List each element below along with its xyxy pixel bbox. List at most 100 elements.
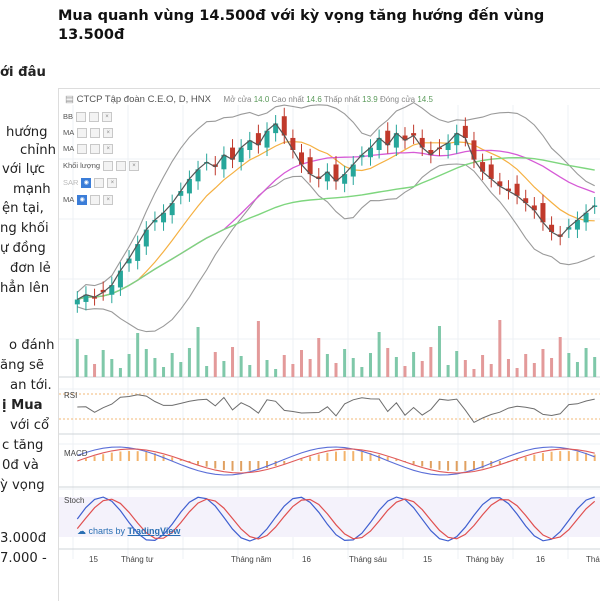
volume-bar [550,358,554,377]
rsi-label: RSI [64,391,78,400]
candle-body [290,137,296,150]
candle-body [74,299,80,305]
macd-signal-line [77,448,595,474]
indicator-volume[interactable]: Khối lượng × [63,161,140,172]
candle-body [514,183,520,196]
close-icon[interactable]: × [102,112,113,123]
rsi-line [77,394,595,424]
stoch-label: Stoch [64,496,85,505]
x-tick-label: 16 [536,555,545,564]
settings-icon[interactable] [116,161,127,172]
indicator-ma-2[interactable]: MA × [63,144,114,155]
volume-bar [524,354,528,377]
stoch-k-line [76,496,595,542]
volume-bar [144,349,148,377]
stock-chart[interactable]: ▤ CTCP Tập đoàn C.E.O, D, HNX Mở cửa 14.… [58,88,600,601]
x-tick-label: Thá [586,555,600,564]
volume-bar [481,355,485,377]
volume-bar [101,350,105,377]
volume-bar [437,326,441,377]
settings-icon[interactable] [89,112,100,123]
eye-icon[interactable] [103,161,114,172]
x-tick-label: Tháng bảy [466,555,504,564]
x-tick-label: Tháng năm [231,555,272,564]
candle-body [333,164,339,182]
article-text-line: ng khối [0,221,49,236]
volume-bar [256,321,260,377]
volume-bar [377,332,381,377]
indicator-sar[interactable]: SAR ◉ × [63,178,118,189]
volume-bar [472,369,476,377]
candle-body [454,133,460,146]
candle-body [574,219,580,230]
eye-icon[interactable] [77,144,88,155]
volume-bar [84,355,88,377]
close-icon[interactable]: × [129,161,140,172]
volume-bar [179,362,183,377]
volume-bar [532,363,536,377]
eye-icon[interactable] [76,112,87,123]
candle-body [402,135,408,141]
tradingview-watermark[interactable]: ☁ charts by TradingView [77,526,181,536]
volume-bar [127,354,131,377]
settings-icon[interactable] [90,195,101,206]
close-icon[interactable]: × [107,178,118,189]
indicator-ma-1[interactable]: MA × [63,128,114,139]
chart-header: ▤ CTCP Tập đoàn C.E.O, D, HNX Mở cửa 14.… [65,94,433,105]
candle-body [471,140,477,160]
volume-bar [93,364,97,377]
chart-menu-icon[interactable]: ▤ [65,94,77,105]
volume-bar [334,363,338,377]
candle-body [393,133,399,148]
settings-icon[interactable] [94,178,105,189]
article-text-line: ị Mua [2,398,43,413]
close-icon[interactable]: × [103,195,114,206]
candle-body [428,150,434,155]
candle-body [117,270,123,288]
volume-bar [170,353,174,377]
candle-body [583,212,589,223]
candle-body [324,171,330,182]
volume-bar [231,347,235,377]
volume-bar [300,350,304,377]
eye-icon[interactable]: ◉ [77,195,88,206]
article-text-line: 0đ và [2,458,39,473]
candle-body [186,178,192,194]
eye-icon[interactable]: ◉ [81,178,92,189]
candle-body [135,244,141,261]
chart-canvas[interactable] [59,89,600,601]
volume-bar [403,366,407,377]
volume-bar [196,327,200,377]
article-text-line: với lực [2,162,46,177]
close-icon[interactable]: × [103,144,114,155]
settings-icon[interactable] [90,128,101,139]
volume-bar [360,367,364,377]
volume-bar [575,362,579,377]
volume-bar [394,357,398,377]
article-text-line: ỳ vọng [0,478,45,493]
settings-icon[interactable] [90,144,101,155]
indicator-ma-3[interactable]: MA ◉ × [63,195,114,206]
candle-body [462,125,468,138]
volume-bar [248,365,252,377]
volume-bar [274,369,278,377]
candle-body [411,133,417,136]
volume-bar [317,338,321,377]
article-text-line: ự đồng [0,241,46,256]
volume-bar [429,347,433,377]
close-icon[interactable]: × [103,128,114,139]
article-text-line: chỉnh [20,143,56,158]
article-text-line: an tới. [10,378,52,393]
candle-body [212,164,218,167]
article-text-line: với cổ [10,418,50,433]
candle-body [307,157,313,175]
eye-icon[interactable] [77,128,88,139]
volume-bar [489,364,493,377]
volume-bar [412,352,416,377]
candle-body [178,191,184,196]
candle-body [281,116,287,136]
candle-body [238,147,244,163]
candle-body [419,137,425,148]
indicator-bb[interactable]: BB × [63,112,113,123]
volume-bar [265,360,269,377]
